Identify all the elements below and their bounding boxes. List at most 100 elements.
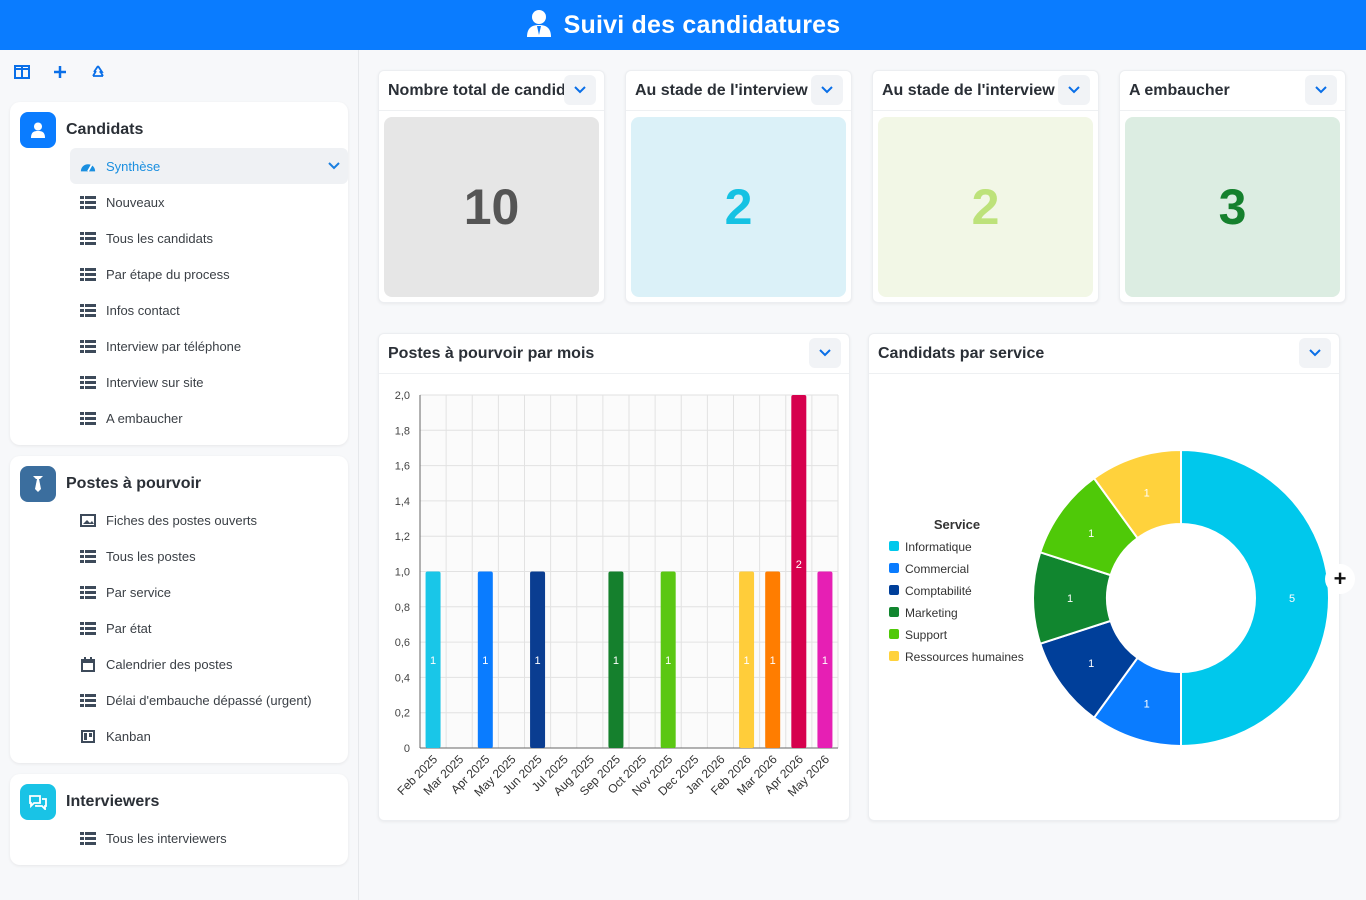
recycle-icon[interactable] [88, 62, 108, 82]
y-tick-label: 1,0 [395, 567, 410, 579]
legend-swatch [889, 585, 899, 595]
table-icon [80, 549, 96, 563]
legend-swatch [889, 629, 899, 639]
sidebar-item-par-service[interactable]: Par service [70, 574, 348, 610]
chat-icon [20, 784, 56, 820]
tie-icon [20, 466, 56, 502]
sidebar-item-delai-depasse[interactable]: Délai d'embauche dépassé (urgent) [70, 682, 348, 718]
data-label: 1 [770, 655, 776, 667]
sidebar-item-tous-les-candidats[interactable]: Tous les candidats [70, 220, 348, 256]
sidebar-item-label: Tous les interviewers [106, 830, 227, 846]
kpi-card-interview-1: Au stade de l'interview 2 [625, 70, 852, 303]
card-title: Au stade de l'interview [626, 71, 851, 111]
bar [791, 395, 807, 748]
sidebar-item-label: Interview par téléphone [106, 338, 242, 354]
slice-label: 1 [1088, 658, 1094, 670]
sidebar-item-nouveaux[interactable]: Nouveaux [70, 184, 348, 220]
app-title: Suivi des candidatures [563, 10, 841, 39]
sidebar-item-label: Synthèse [106, 158, 161, 174]
sidebar-item-label: Délai d'embauche dépassé (urgent) [106, 692, 312, 708]
sidebar: Candidats Synthèse Nouveaux Tous les can… [0, 50, 359, 900]
slice-label: 1 [1144, 699, 1150, 711]
sidebar-item-label: Fiches des postes ouverts [106, 512, 258, 528]
y-tick-label: 0 [404, 743, 410, 755]
bar [425, 571, 441, 748]
bar [817, 571, 833, 748]
sidebar-group-interviewers: Interviewers Tous les interviewers [10, 774, 348, 865]
table-icon [80, 303, 96, 317]
table-icon [80, 585, 96, 599]
table-icon [80, 195, 96, 209]
sidebar-item-calendrier[interactable]: Calendrier des postes [70, 646, 348, 682]
data-label: 1 [744, 655, 750, 667]
data-label: 1 [822, 655, 828, 667]
data-label: 1 [482, 655, 488, 667]
data-label: 1 [430, 655, 436, 667]
sidebar-item-label: Par étape du process [106, 266, 230, 282]
data-label: 1 [535, 655, 541, 667]
chevron-down-icon[interactable] [1299, 338, 1331, 368]
sidebar-item-label: A embaucher [106, 410, 183, 426]
chevron-down-icon[interactable] [811, 75, 843, 105]
bar [660, 571, 676, 748]
pie-chart-card: Candidats par service 5 1 1 1 1 1 Service Infor… [868, 333, 1340, 821]
y-tick-label: 1,4 [395, 496, 410, 508]
bar [608, 571, 624, 748]
group-title: Postes à pourvoir [66, 475, 202, 492]
bar [477, 571, 493, 748]
sidebar-item-tous-les-interviewers[interactable]: Tous les interviewers [70, 820, 348, 856]
card-title: Au stade de l'interview [873, 71, 1098, 111]
sidebar-item-label: Infos contact [106, 302, 180, 318]
sidebar-toolbar [12, 62, 108, 82]
table-icon [80, 339, 96, 353]
legend-label: Marketing [905, 606, 958, 620]
chevron-down-icon[interactable] [1058, 75, 1090, 105]
table-icon [80, 693, 96, 707]
kanban-icon [80, 729, 96, 743]
chevron-down-icon[interactable] [1305, 75, 1337, 105]
sidebar-item-label: Tous les candidats [106, 230, 213, 246]
sidebar-item-interview-site[interactable]: Interview sur site [70, 364, 348, 400]
data-label: 1 [613, 655, 619, 667]
sidebar-item-infos-contact[interactable]: Infos contact [70, 292, 348, 328]
kpi-card-interview-2: Au stade de l'interview 2 [872, 70, 1099, 303]
legend-label: Support [905, 628, 948, 642]
sidebar-item-interview-telephone[interactable]: Interview par téléphone [70, 328, 348, 364]
bar-chart-card: Postes à pourvoir par mois 0 0,2 0,4 0,6 0,8… [378, 333, 850, 821]
sidebar-item-label: Par état [106, 620, 152, 636]
sidebar-item-kanban[interactable]: Kanban [70, 718, 348, 754]
pie-slice [1092, 448, 1182, 540]
sidebar-item-synthese[interactable]: Synthèse [70, 148, 348, 184]
y-tick-label: 0,6 [395, 637, 410, 649]
layout-icon[interactable] [12, 62, 32, 82]
sidebar-item-a-embaucher[interactable]: A embaucher [70, 400, 348, 436]
y-tick-label: 0,2 [395, 708, 410, 720]
bar [739, 571, 755, 748]
sidebar-item-par-etat[interactable]: Par état [70, 610, 348, 646]
kpi-value: 10 [384, 117, 599, 297]
slice-label: 1 [1067, 593, 1073, 605]
bar [530, 571, 546, 748]
slice-label: 5 [1289, 593, 1295, 605]
sidebar-item-fiches-postes[interactable]: Fiches des postes ouverts [70, 502, 348, 538]
table-icon [80, 267, 96, 281]
sidebar-item-tous-les-postes[interactable]: Tous les postes [70, 538, 348, 574]
chevron-down-icon[interactable] [809, 338, 841, 368]
chevron-down-icon[interactable] [564, 75, 596, 105]
plus-icon[interactable] [50, 62, 70, 82]
legend-swatch [889, 541, 899, 551]
add-widget-button[interactable]: + [1325, 564, 1355, 594]
sidebar-item-par-etape[interactable]: Par étape du process [70, 256, 348, 292]
sidebar-item-label: Interview sur site [106, 374, 204, 390]
pie-slice [1180, 448, 1330, 748]
table-icon [80, 831, 96, 845]
card-title: A embaucher [1120, 71, 1345, 111]
table-icon [80, 375, 96, 389]
data-label: 2 [796, 559, 802, 571]
dashboard-icon [80, 159, 96, 173]
chevron-down-icon[interactable] [328, 158, 340, 173]
legend-label: Commercial [905, 562, 969, 576]
kpi-value: 2 [878, 117, 1093, 297]
legend-label: Comptabilité [905, 584, 972, 598]
y-tick-label: 1,8 [395, 425, 410, 437]
